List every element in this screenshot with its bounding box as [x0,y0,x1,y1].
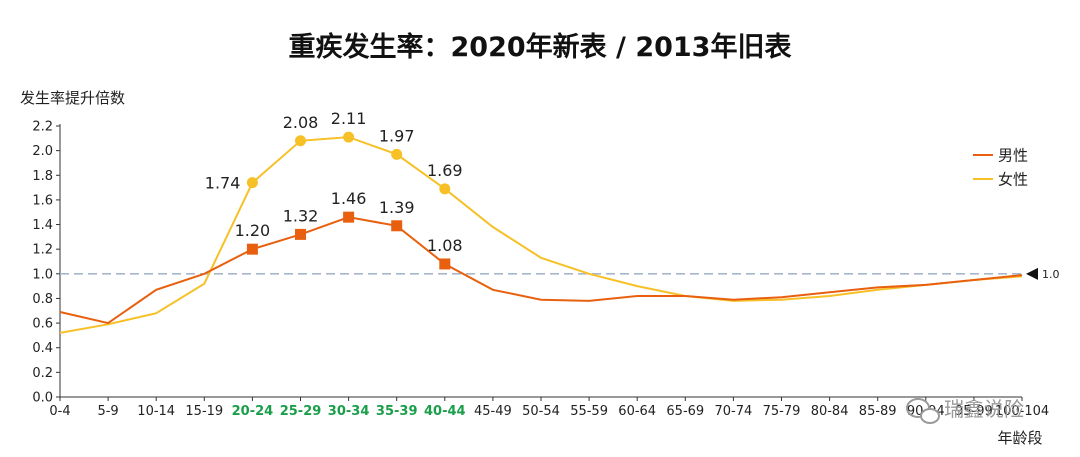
series-group [59,131,1023,334]
data-label-male: 1.46 [331,189,367,208]
x-axis-label: 年龄段 [997,429,1042,447]
data-point-male [391,220,403,232]
y-axis-label: 发生率提升倍数 [20,89,125,107]
x-tick-label: 30-34 [328,404,370,419]
x-tick-label: 35-39 [376,404,418,419]
x-tick-label: 100-104 [995,404,1049,419]
data-point-female [246,177,258,189]
y-tick-label: 1.0 [32,267,53,282]
x-tick-label: 45-49 [474,404,512,419]
data-label-female: 1.69 [427,161,463,180]
data-label-female: 2.11 [331,109,367,128]
y-tick-label: 0.2 [32,366,53,381]
data-label-male: 1.32 [283,206,319,225]
data-point-female [343,131,355,143]
x-tick-label: 15-19 [185,404,223,419]
y-tick-label: 0.6 [32,317,53,332]
data-label-male: 1.08 [427,236,463,255]
x-tick-label: 10-14 [137,404,175,419]
data-label-female: 2.08 [283,113,319,132]
data-point-male [439,258,451,270]
y-tick-label: 1.8 [32,169,53,184]
reference-label: 1.0 [1042,268,1060,281]
legend-label: 女性 [998,171,1028,189]
wechat-icon [906,398,940,424]
data-point-male [343,211,355,223]
x-tick-label: 95-99 [955,404,993,419]
data-point-male [246,243,258,255]
x-tick-label: 5-9 [97,404,118,419]
x-tick-label: 85-89 [859,404,897,419]
legend-label: 男性 [998,147,1028,165]
data-point-female [391,148,403,160]
y-tick-label: 0.4 [32,341,53,356]
data-label-female: 1.97 [379,126,415,145]
data-labels-group: 1.74 2.08 2.11 1.97 1.69 1.20 1.32 1.46 1.39 1.08 [205,109,463,255]
x-tick-label: 50-54 [522,404,560,419]
series-line-male [59,216,1023,325]
chart-title: 重疾发生率：2020年新表 / 2013年旧表 [289,31,792,63]
x-tick-label: 80-84 [811,404,849,419]
data-label-female: 1.74 [205,174,241,193]
data-label-male: 1.39 [379,198,415,217]
y-tick-label: 0.8 [32,292,53,307]
data-label-male: 1.20 [235,221,271,240]
reference-marker [1026,267,1038,280]
y-tick-label: 1.2 [32,243,53,258]
x-tick-label: 55-59 [570,404,608,419]
y-tick-label: 2.2 [32,120,53,135]
axes: 0.0 0.2 0.4 0.6 0.8 1.0 1.2 1.4 1.6 1.8 2.0 2.2 0-4 5… [32,120,1049,420]
data-point-female [295,135,306,147]
y-tick-label: 0.0 [32,391,53,406]
x-tick-label: 40-44 [424,404,466,419]
data-point-female [439,183,451,195]
y-tick-label: 2.0 [32,144,53,159]
watermark-text: 瑞鑫说险 [944,397,1024,421]
x-tick-label: 0-4 [49,404,70,419]
x-tick-label: 25-29 [280,404,322,419]
watermark: 瑞鑫说险 [906,397,1024,424]
x-tick-label: 75-79 [763,404,801,419]
data-point-male [295,228,306,240]
x-tick-label: 60-64 [618,404,656,419]
series-line-female [59,136,1023,334]
x-tick-label: 70-74 [715,404,753,419]
x-tick-label: 20-24 [232,404,274,419]
y-tick-label: 1.6 [32,193,53,208]
x-tick-label: 65-69 [666,404,704,419]
y-tick-label: 1.4 [32,218,53,233]
reference-line-group: 1.0 [60,267,1060,281]
